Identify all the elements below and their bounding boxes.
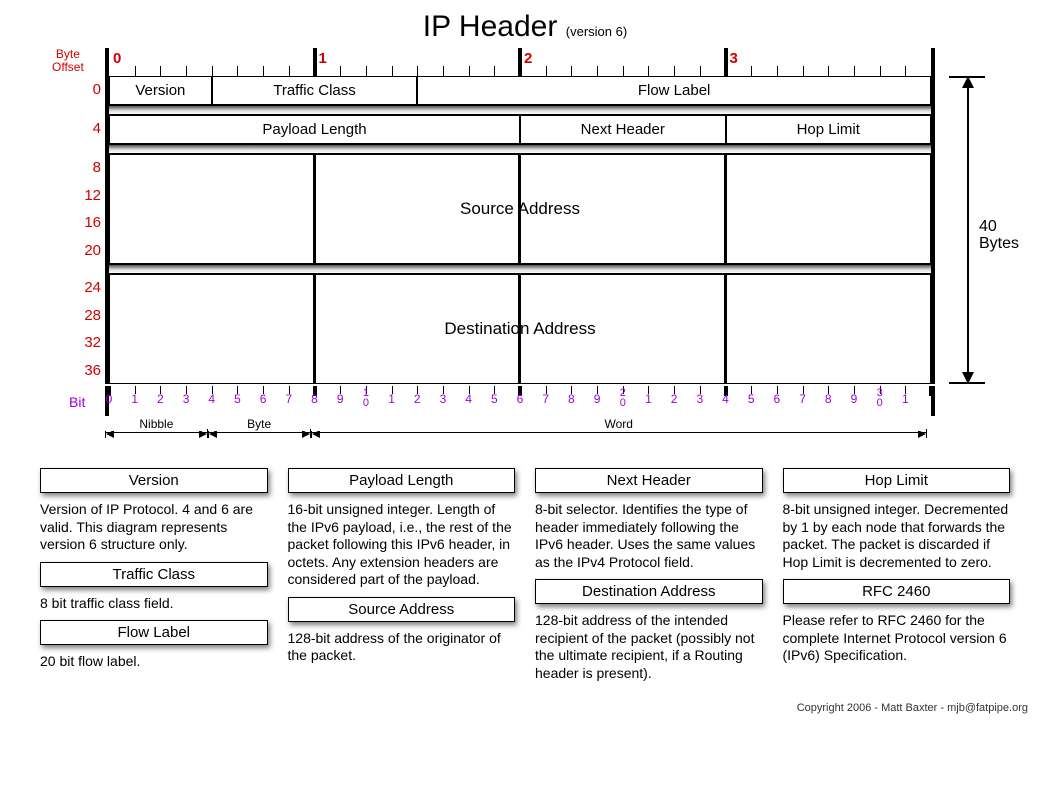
bit-ruler-number: 8	[561, 394, 581, 405]
byte-offset-value: 24	[84, 279, 101, 296]
desc-text: 8 bit traffic class field.	[40, 595, 268, 613]
size-legend: NibbleByteWord	[105, 418, 935, 442]
bit-ruler-number: 5	[484, 394, 504, 405]
field-cell: Flow Label	[417, 76, 931, 105]
desc-title: Hop Limit	[783, 468, 1011, 493]
bit-ruler-number: 9	[844, 394, 864, 405]
field-row: Payload LengthNext HeaderHop Limit	[109, 115, 931, 144]
desc-col-4: Hop Limit 8-bit unsigned integer. Decreme…	[783, 460, 1011, 682]
field-row-large: Source Address	[109, 154, 931, 264]
byte-offset-value: 8	[93, 159, 101, 176]
bit-ruler-number: 1	[382, 394, 402, 405]
desc-text: 128-bit address of the originator of the…	[288, 630, 516, 665]
dim-value: 40	[979, 218, 997, 235]
bit-ruler-number: 5	[227, 394, 247, 405]
grid-area: 0123 VersionTraffic ClassFlow LabelPaylo…	[105, 48, 935, 442]
byte-ruler-number: 1	[319, 50, 327, 67]
desc-text: Version of IP Protocol. 4 and 6 are vali…	[40, 501, 268, 554]
page-title: IP Header	[423, 10, 558, 43]
field-cell: Hop Limit	[726, 115, 932, 144]
bit-ruler-number: 10	[356, 389, 376, 409]
byte-ruler: 0 1 2 3	[105, 48, 935, 76]
bit-ruler-number: 30	[870, 389, 890, 409]
bit-ruler-number: 1	[638, 394, 658, 405]
header-table: VersionTraffic ClassFlow Label Payload Le…	[105, 76, 935, 384]
size-legend-label: Byte	[208, 417, 311, 431]
height-dimension: 40Bytes	[943, 76, 1023, 384]
desc-title: Version	[40, 468, 268, 493]
page-subtitle: (version 6)	[566, 24, 627, 39]
byte-offset-heading: Byte Offset	[52, 48, 84, 74]
bit-axis-label: Bit	[69, 394, 85, 410]
desc-title: Flow Label	[40, 620, 268, 645]
bit-ruler-number: 5	[741, 394, 761, 405]
byte-offset-value: 12	[84, 187, 101, 204]
desc-title: Traffic Class	[40, 562, 268, 587]
desc-col-1: Version Version of IP Protocol. 4 and 6 a…	[40, 460, 268, 682]
bit-ruler-number: 3	[176, 394, 196, 405]
byte-ruler-number: 0	[113, 50, 121, 67]
desc-text: 8-bit unsigned integer. Decremented by 1…	[783, 501, 1011, 571]
bit-ruler-number: 7	[793, 394, 813, 405]
byte-offset-value: 20	[84, 242, 101, 259]
bit-ruler-number: 7	[279, 394, 299, 405]
desc-text: 16-bit unsigned integer. Length of the I…	[288, 501, 516, 589]
desc-title: RFC 2460	[783, 579, 1011, 604]
field-row-large: Destination Address	[109, 274, 931, 384]
byte-offset-value: 36	[84, 362, 101, 379]
desc-title: Next Header	[535, 468, 763, 493]
bit-ruler-number: 8	[305, 394, 325, 405]
bit-ruler-number: 3	[433, 394, 453, 405]
bit-ruler-number: 4	[459, 394, 479, 405]
desc-text: 8-bit selector. Identifies the type of h…	[535, 501, 763, 571]
bit-ruler-number: 2	[150, 394, 170, 405]
dim-unit: Bytes	[979, 235, 1019, 252]
bit-ruler-number: 9	[330, 394, 350, 405]
byte-offset-value: 28	[84, 307, 101, 324]
bit-ruler-number: 1	[895, 394, 915, 405]
size-legend-label: Word	[311, 417, 928, 431]
desc-col-3: Next Header 8-bit selector. Identifies th…	[535, 460, 763, 682]
bit-ruler-number: 3	[690, 394, 710, 405]
bit-ruler-number: 2	[664, 394, 684, 405]
field-cell: Traffic Class	[212, 76, 418, 105]
bit-ruler-number: 20	[613, 389, 633, 409]
desc-text: 128-bit address of the intended recipien…	[535, 612, 763, 682]
bit-ruler-number: 6	[253, 394, 273, 405]
size-legend-label: Nibble	[105, 417, 208, 431]
byte-offset-value: 0	[93, 81, 101, 98]
title-row: IP Header (version 6)	[10, 10, 1040, 44]
desc-text: Please refer to RFC 2460 for the complet…	[783, 612, 1011, 665]
byte-offset-value: 32	[84, 334, 101, 351]
field-row: VersionTraffic ClassFlow Label	[109, 76, 931, 105]
desc-title: Destination Address	[535, 579, 763, 604]
bit-ruler-number: 8	[818, 394, 838, 405]
bit-ruler-number: 2	[407, 394, 427, 405]
bit-ruler-number: 4	[716, 394, 736, 405]
byte-ruler-number: 2	[524, 50, 532, 67]
bit-ruler-number: 7	[536, 394, 556, 405]
byte-ruler-number: 3	[730, 50, 738, 67]
bit-ruler-number: 4	[202, 394, 222, 405]
desc-col-2: Payload Length 16-bit unsigned integer. L…	[288, 460, 516, 682]
bit-ruler: Bit 01234567891012345678920123456789301	[105, 386, 935, 416]
byte-offset-value: 16	[84, 214, 101, 231]
diagram: Byte Offset 04812162024283236 0123 Versi…	[10, 48, 1040, 442]
desc-text: 20 bit flow label.	[40, 653, 268, 671]
field-cell: Payload Length	[109, 115, 520, 144]
bit-ruler-number: 6	[510, 394, 530, 405]
byte-offset-value: 4	[93, 120, 101, 137]
desc-title: Payload Length	[288, 468, 516, 493]
descriptions: Version Version of IP Protocol. 4 and 6 a…	[40, 460, 1010, 682]
bit-ruler-number: 1	[125, 394, 145, 405]
footer: Copyright 2006 - Matt Baxter - mjb@fatpi…	[10, 702, 1028, 714]
bit-ruler-number: 0	[99, 394, 119, 405]
bit-ruler-number: 9	[587, 394, 607, 405]
field-cell: Next Header	[520, 115, 726, 144]
desc-title: Source Address	[288, 597, 516, 622]
bit-ruler-number: 6	[767, 394, 787, 405]
field-cell: Version	[109, 76, 212, 105]
